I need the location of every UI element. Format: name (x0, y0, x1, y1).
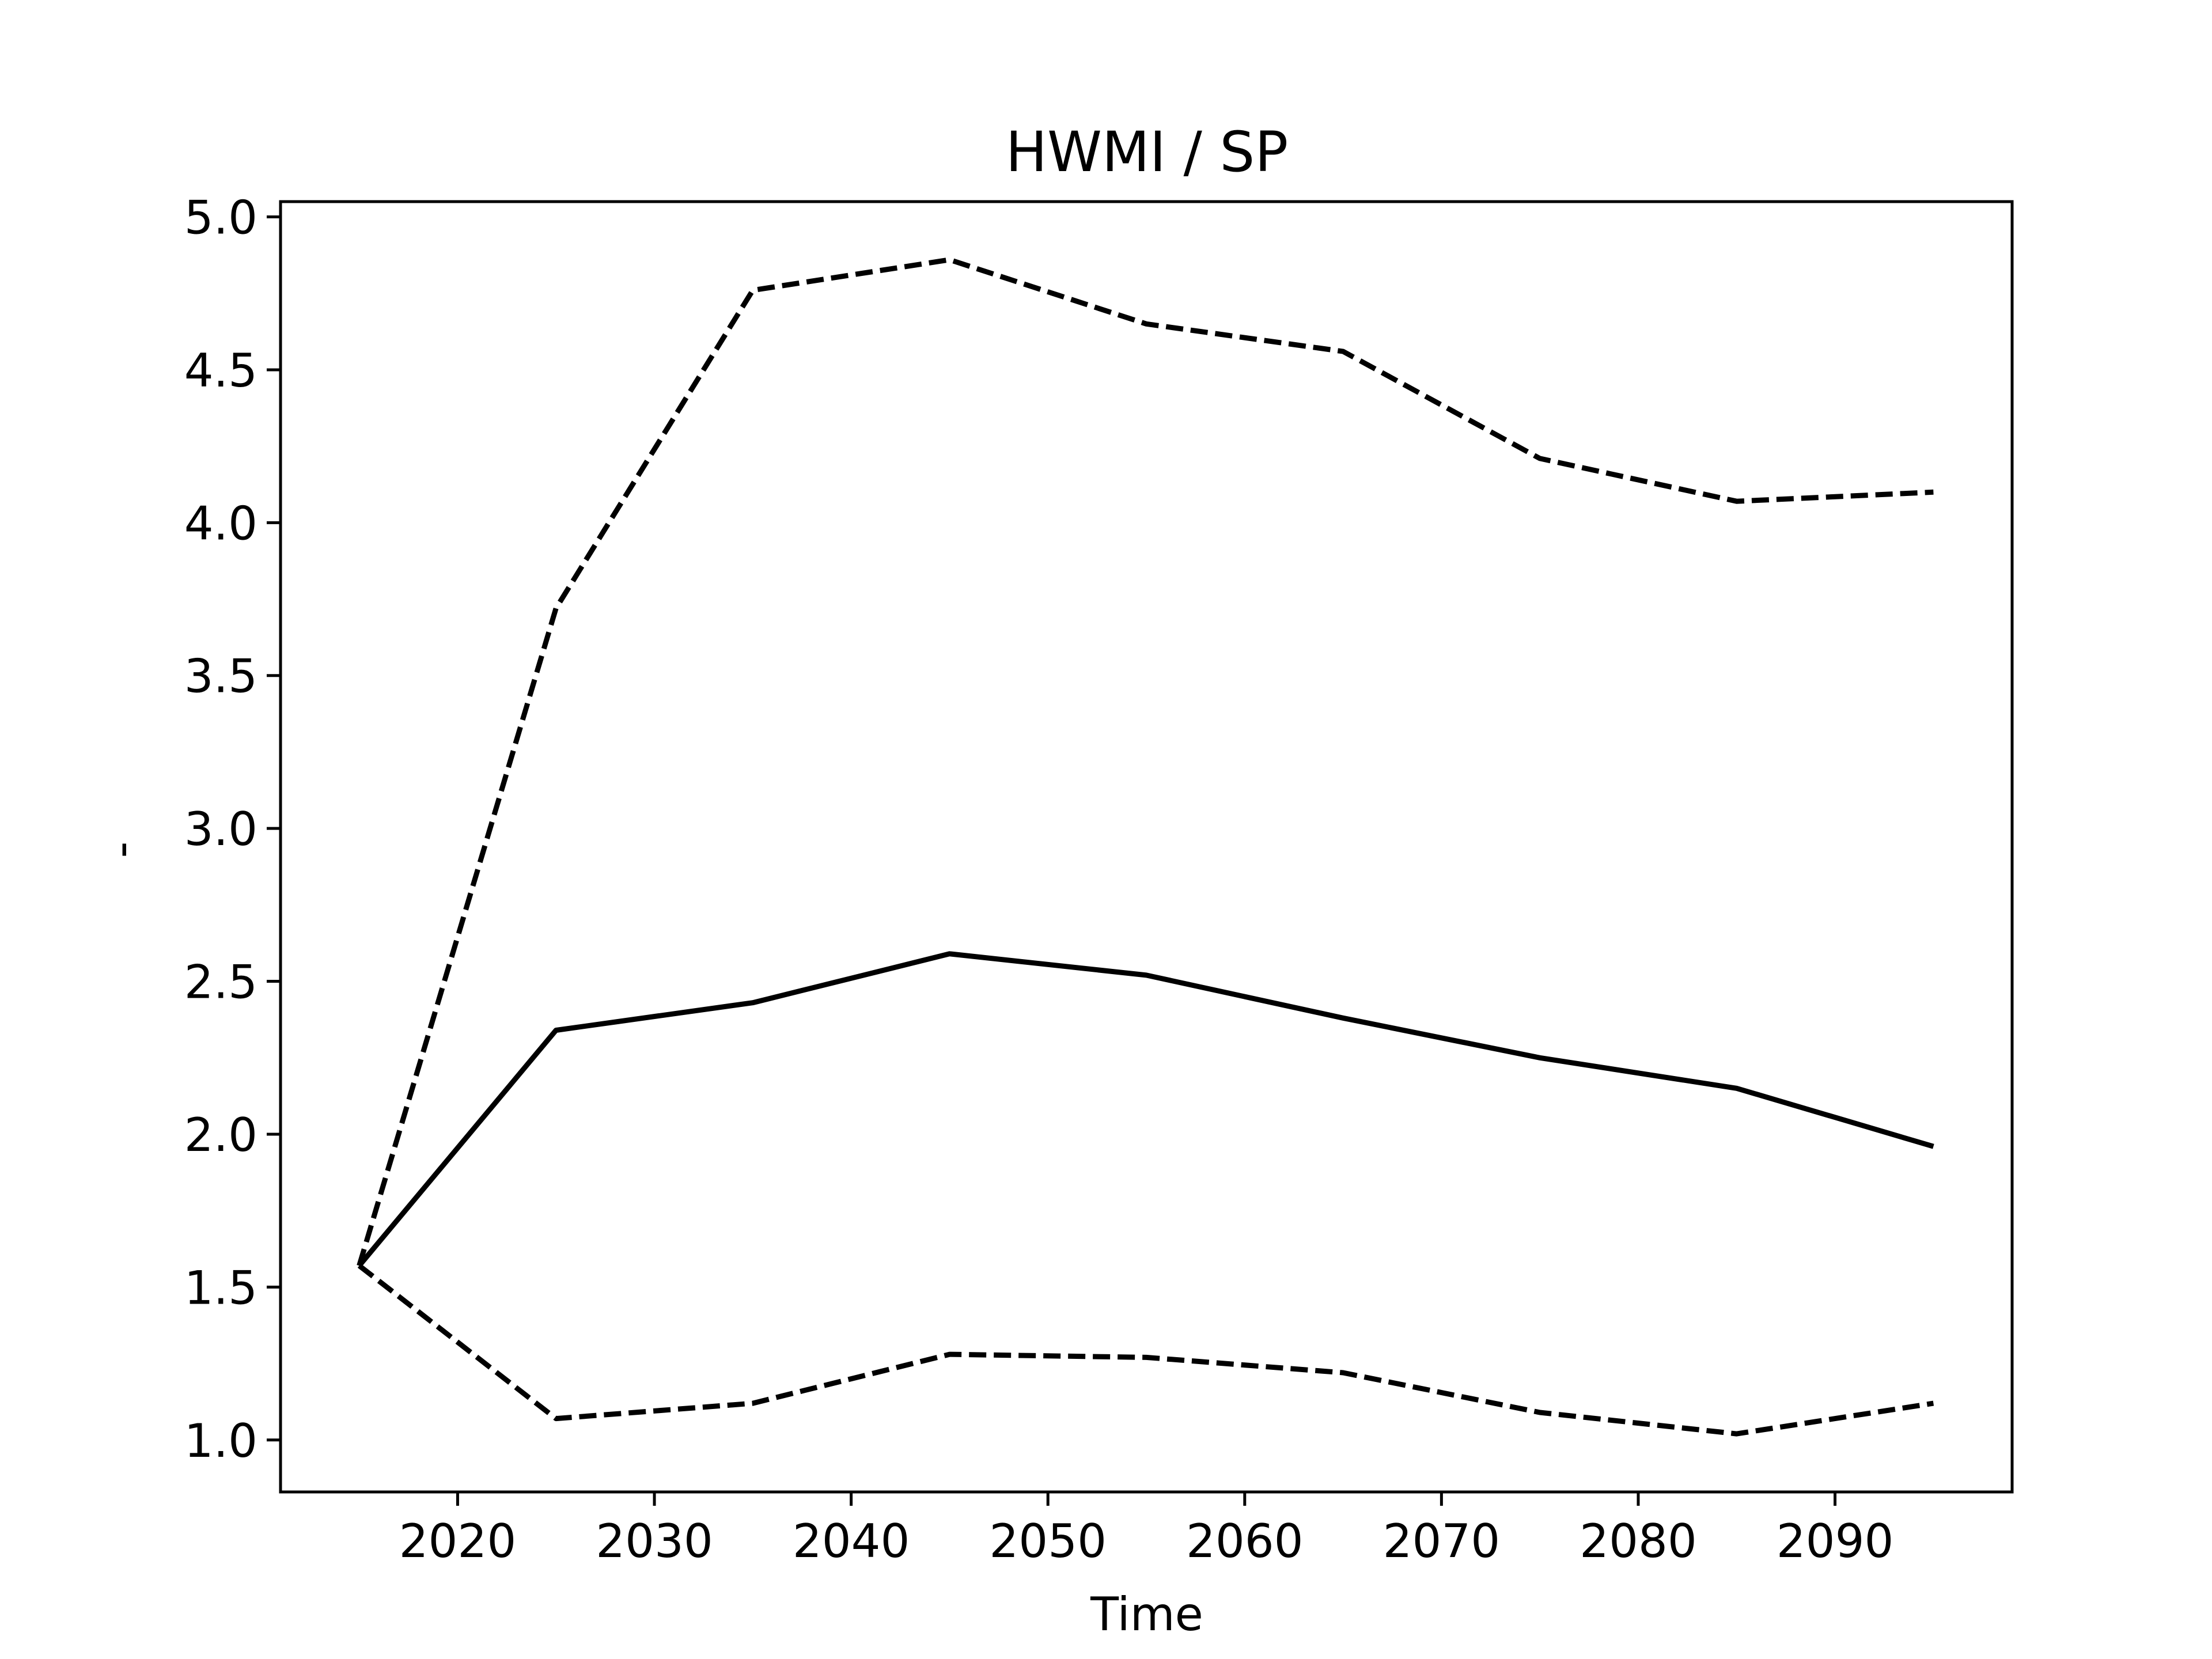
series-line-0 (357, 257, 1934, 1267)
y-tick-label: 4.5 (184, 344, 257, 397)
series-layer (357, 257, 1934, 1437)
y-axis: 1.0 1.5 2.0 2.5 3.0 3.5 4.0 4.5 5.0 (184, 191, 281, 1468)
y-tick-label: 1.5 (184, 1261, 257, 1315)
plot-area-frame (279, 200, 2014, 1494)
x-tick-label: 2020 (399, 1514, 517, 1568)
x-axis-label: Time (1090, 1588, 1203, 1641)
y-axis-label: - (94, 842, 148, 858)
y-tick-label: 3.0 (184, 802, 257, 856)
y-tick-label: 4.0 (184, 497, 257, 550)
x-tick-label: 2040 (793, 1514, 910, 1568)
x-tick-label: 2050 (989, 1514, 1107, 1568)
y-tick-label: 5.0 (184, 191, 257, 245)
x-tick-label: 2030 (596, 1514, 713, 1568)
chart-title: HWMI / SP (1006, 120, 1288, 184)
x-axis: 2020 2030 2040 2050 2060 2070 2080 2090 (399, 1492, 1894, 1568)
y-tick-label: 3.5 (184, 650, 257, 703)
y-tick-label: 2.5 (184, 956, 257, 1009)
series-line-2 (357, 1263, 1934, 1437)
y-tick-label: 2.0 (184, 1108, 257, 1162)
x-tick-label: 2080 (1580, 1514, 1697, 1568)
series-line-1 (357, 951, 1934, 1268)
x-tick-label: 2090 (1777, 1514, 1894, 1568)
x-tick-label: 2060 (1186, 1514, 1304, 1568)
y-tick-label: 1.0 (184, 1414, 257, 1468)
x-tick-label: 2070 (1383, 1514, 1501, 1568)
